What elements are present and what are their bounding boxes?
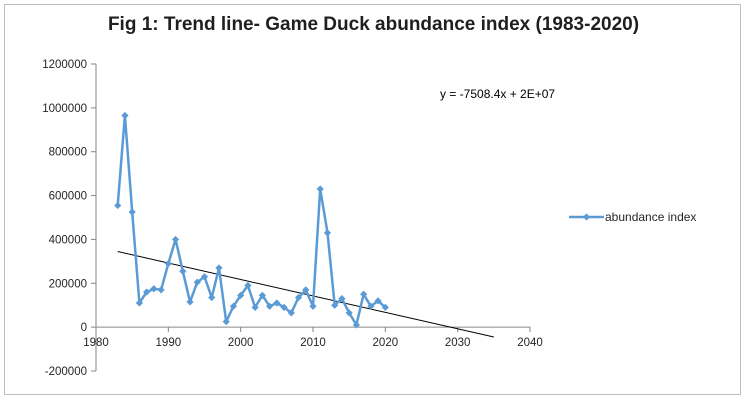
data-point [331, 301, 339, 309]
data-point [193, 278, 201, 286]
data-point [179, 267, 187, 275]
data-point [157, 286, 165, 294]
data-point [208, 293, 216, 302]
data-point [171, 235, 180, 244]
data-point [352, 321, 360, 329]
y-tick-label: 1000000 [42, 103, 87, 115]
data-point [302, 286, 310, 294]
series-line [116, 114, 387, 327]
data-point [273, 299, 281, 307]
data-point [215, 264, 223, 272]
data-point [287, 309, 295, 317]
data-point [316, 185, 324, 193]
data-point [244, 281, 252, 290]
x-tick-label: 2000 [228, 337, 254, 349]
data-point [309, 302, 317, 310]
data-point [164, 259, 172, 268]
x-tick-label: 2030 [445, 337, 471, 349]
data-point [135, 299, 143, 307]
data-point [258, 291, 266, 299]
x-tick-label: 1990 [156, 337, 182, 349]
y-tick-label: 600000 [49, 191, 87, 203]
data-point [323, 229, 332, 237]
trendline [117, 251, 494, 338]
y-tick-label: 800000 [49, 147, 87, 159]
data-point [280, 303, 288, 312]
data-point [143, 288, 151, 296]
data-point [381, 303, 389, 312]
y-tick-label: 400000 [49, 234, 87, 246]
data-point [229, 302, 238, 310]
data-point [222, 318, 230, 326]
data-point [266, 302, 274, 310]
data-point [374, 297, 382, 305]
data-point [128, 208, 136, 216]
data-point [114, 201, 122, 210]
chart-frame [4, 4, 741, 395]
x-tick-label: 2040 [517, 337, 543, 349]
y-tick-label: -200000 [45, 366, 87, 378]
data-point [338, 295, 346, 303]
data-point [237, 291, 245, 299]
x-tick-label: 2020 [373, 337, 399, 349]
data-point [121, 111, 129, 120]
legend-marker [582, 213, 591, 221]
y-tick-label: 200000 [49, 278, 87, 290]
data-point [345, 309, 353, 317]
data-point [150, 285, 158, 293]
chart-title: Fig 1: Trend line- Game Duck abundance i… [107, 14, 640, 35]
x-tick-label: 2010 [300, 337, 326, 349]
y-tick-label: 1200000 [42, 59, 87, 71]
trendline-equation: y = -7508.4x + 2E+07 [440, 87, 556, 101]
data-point [200, 273, 209, 281]
x-tick-label: 1980 [83, 337, 109, 349]
data-point [360, 290, 368, 298]
data-point [367, 302, 375, 310]
data-point [251, 303, 259, 312]
data-point [294, 293, 303, 302]
y-tick-label: 0 [81, 322, 87, 334]
legend-label: abundance index [605, 210, 696, 224]
data-point [186, 298, 194, 306]
